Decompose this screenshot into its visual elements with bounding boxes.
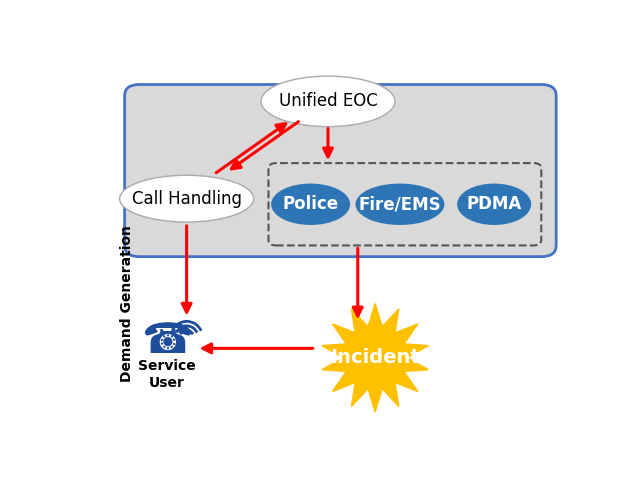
Text: Police: Police [283,195,339,213]
Ellipse shape [261,76,395,127]
Ellipse shape [120,175,253,222]
Text: Unified EOC: Unified EOC [278,92,378,110]
Text: ☎: ☎ [141,320,193,362]
Ellipse shape [356,185,444,224]
FancyBboxPatch shape [125,85,556,257]
Ellipse shape [458,185,530,224]
Text: Fire/EMS: Fire/EMS [358,195,441,213]
Text: Demand Generation: Demand Generation [120,225,134,382]
Text: PDMA: PDMA [467,195,522,213]
Text: Incident: Incident [330,348,420,367]
Text: Service
User: Service User [138,360,196,390]
Ellipse shape [272,185,349,224]
Text: Call Handling: Call Handling [132,190,242,208]
Polygon shape [322,303,428,412]
